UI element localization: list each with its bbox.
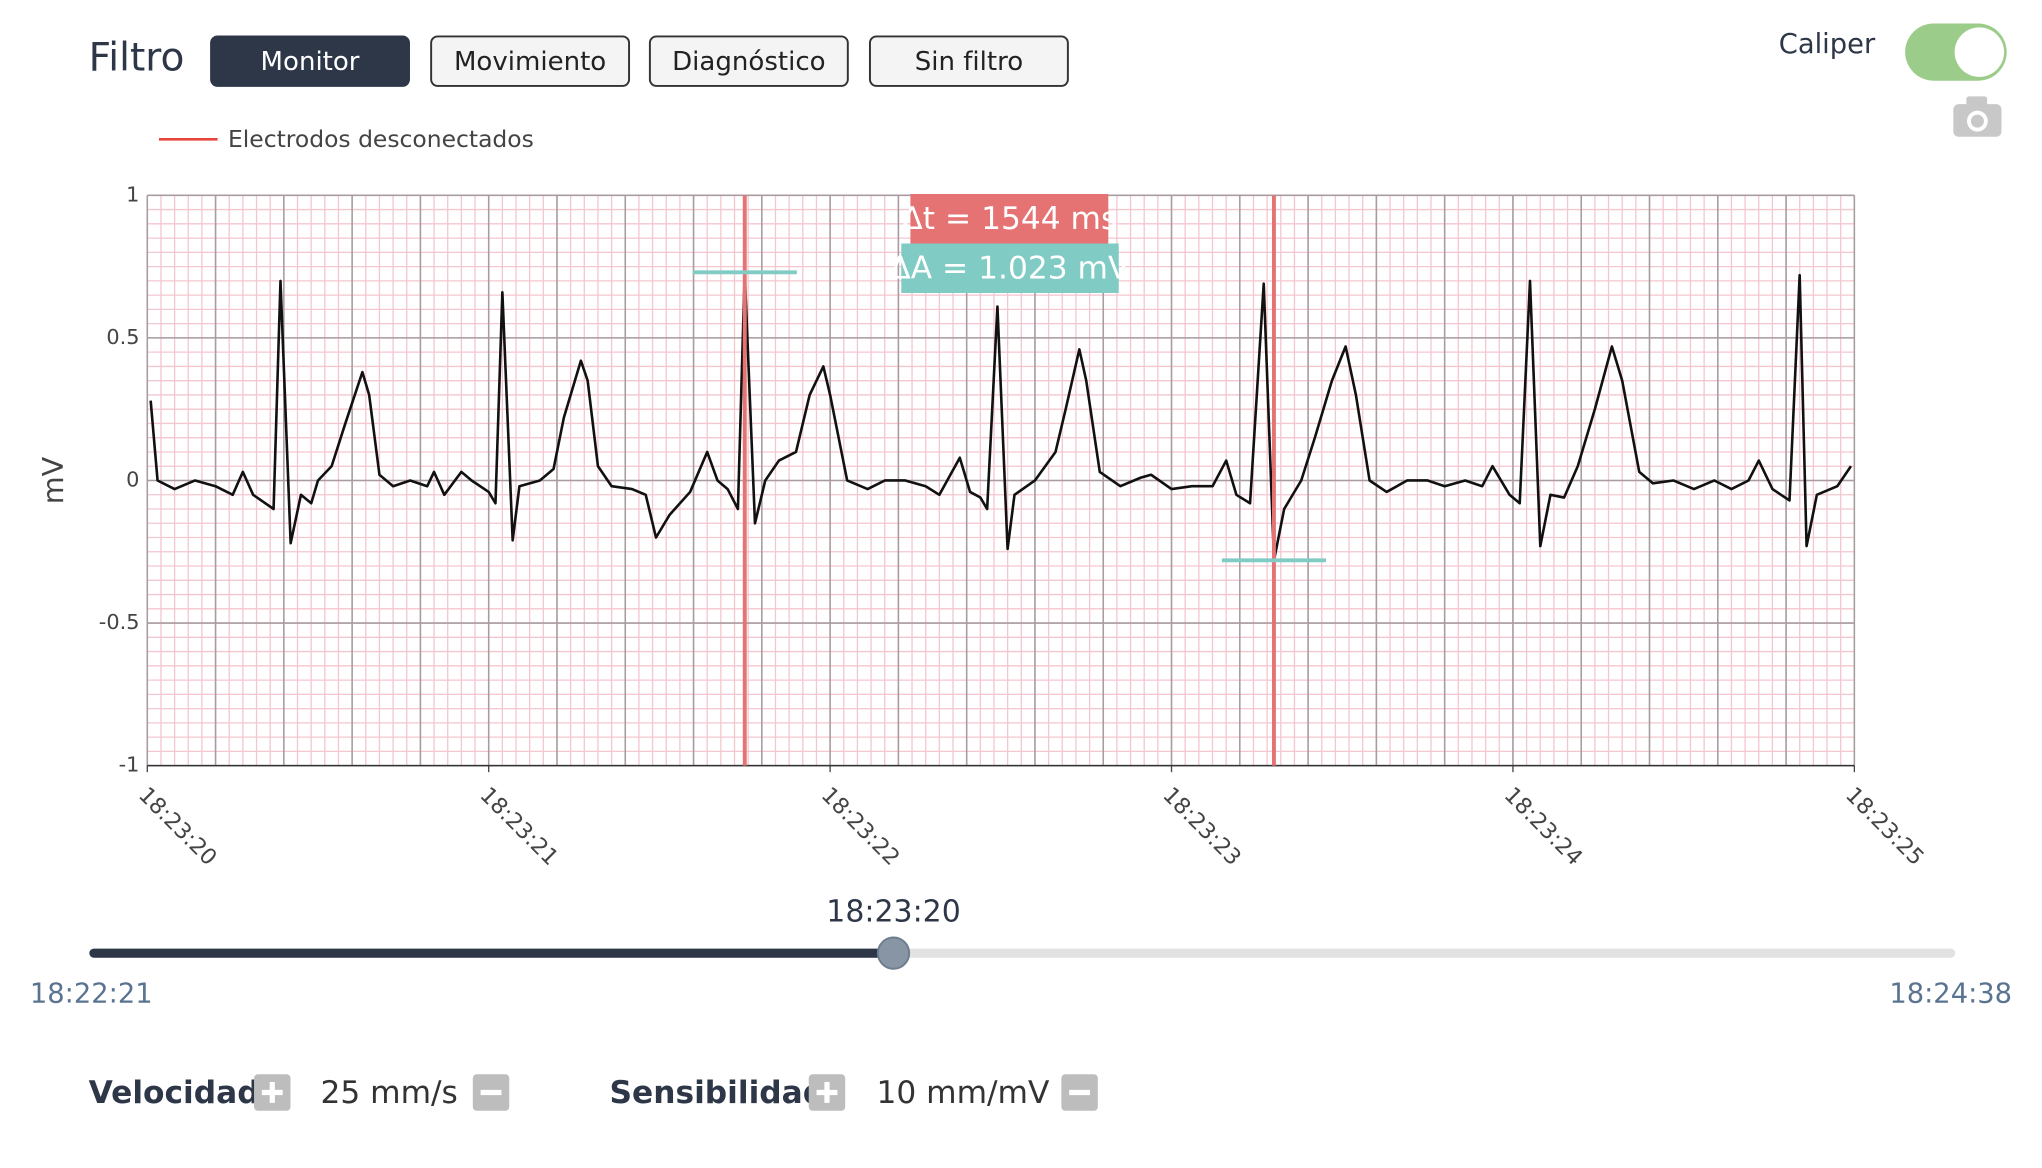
y-tick-label: -1 bbox=[119, 753, 140, 777]
time-slider[interactable]: 18:23:20 18:22:21 18:24:38 bbox=[30, 894, 2012, 1009]
caliper-toggle[interactable] bbox=[1905, 23, 2007, 81]
slider-max: 18:24:38 bbox=[1889, 978, 2012, 1009]
sensitivity-plus[interactable] bbox=[808, 1074, 846, 1111]
y-tick-label: -0.5 bbox=[99, 610, 140, 634]
button-label: Diagnóstico bbox=[672, 47, 825, 77]
plot: -1 -0.5 0 0.5 1 18:23:20 18:23:21 18:23:22 18:23… bbox=[99, 182, 1929, 870]
filter-button[interactable]: Diagnóstico bbox=[648, 35, 849, 87]
x-tick-label: 18:23:20 bbox=[133, 782, 222, 871]
button-bg bbox=[210, 35, 410, 87]
caliper-label: Caliper bbox=[1779, 29, 1876, 60]
camera-icon[interactable] bbox=[1953, 96, 2002, 137]
y-tick-label: 1 bbox=[126, 182, 139, 206]
ecg-trace bbox=[149, 270, 1853, 562]
y-tick-label: 0 bbox=[126, 467, 139, 491]
legend-label: Electrodos desconectados bbox=[228, 125, 534, 153]
y-tick-label: 0.5 bbox=[106, 325, 139, 349]
delta-a-label: ΔA = 1.023 mV bbox=[889, 251, 1130, 287]
delta-a-box bbox=[901, 243, 1119, 293]
y-axis-label: mV bbox=[36, 456, 70, 504]
x-tick-label: 18:23:25 bbox=[1840, 782, 1929, 871]
sensitivity-label: Sensibilidad bbox=[610, 1075, 826, 1111]
button-label: Sin filtro bbox=[915, 47, 1023, 77]
filter-buttons: Monitor Movimiento Diagnóstico Sin filtro bbox=[210, 35, 1069, 87]
button-bg bbox=[648, 35, 849, 87]
delta-t-box bbox=[910, 194, 1109, 244]
x-tick-label: 18:23:24 bbox=[1499, 782, 1588, 871]
filter-button[interactable]: Sin filtro bbox=[868, 35, 1069, 87]
x-tick-label: 18:23:22 bbox=[816, 782, 905, 871]
speed-minus[interactable] bbox=[472, 1074, 510, 1111]
toggle-knob bbox=[1954, 27, 2005, 77]
sensitivity-minus[interactable] bbox=[1061, 1074, 1098, 1111]
slider-min: 18:22:21 bbox=[30, 978, 153, 1009]
x-tick-label: 18:23:23 bbox=[1157, 782, 1246, 871]
filter-button[interactable]: Movimiento bbox=[430, 35, 631, 87]
button-label: Movimiento bbox=[454, 47, 606, 77]
button-label: Monitor bbox=[261, 47, 360, 77]
x-tick-label: 18:23:21 bbox=[475, 782, 564, 871]
sensitivity-value: 10 mm/mV bbox=[876, 1075, 1050, 1111]
filter-title: Filtro bbox=[89, 35, 185, 80]
button-bg bbox=[430, 35, 631, 87]
speed-label: Velocidad bbox=[89, 1075, 260, 1111]
button-bg bbox=[868, 35, 1069, 87]
speed-plus[interactable] bbox=[254, 1074, 291, 1111]
filter-button[interactable]: Monitor bbox=[210, 35, 410, 87]
speed-value: 25 mm/s bbox=[320, 1075, 457, 1111]
slider-thumb[interactable] bbox=[876, 936, 911, 970]
slider-value: 18:23:20 bbox=[826, 894, 960, 929]
delta-t-label: Δt = 1544 ms bbox=[901, 201, 1117, 237]
